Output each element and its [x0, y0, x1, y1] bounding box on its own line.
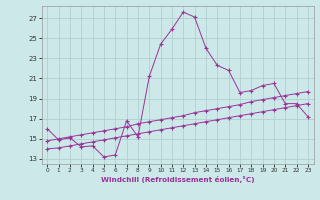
X-axis label: Windchill (Refroidissement éolien,°C): Windchill (Refroidissement éolien,°C)	[101, 176, 254, 183]
